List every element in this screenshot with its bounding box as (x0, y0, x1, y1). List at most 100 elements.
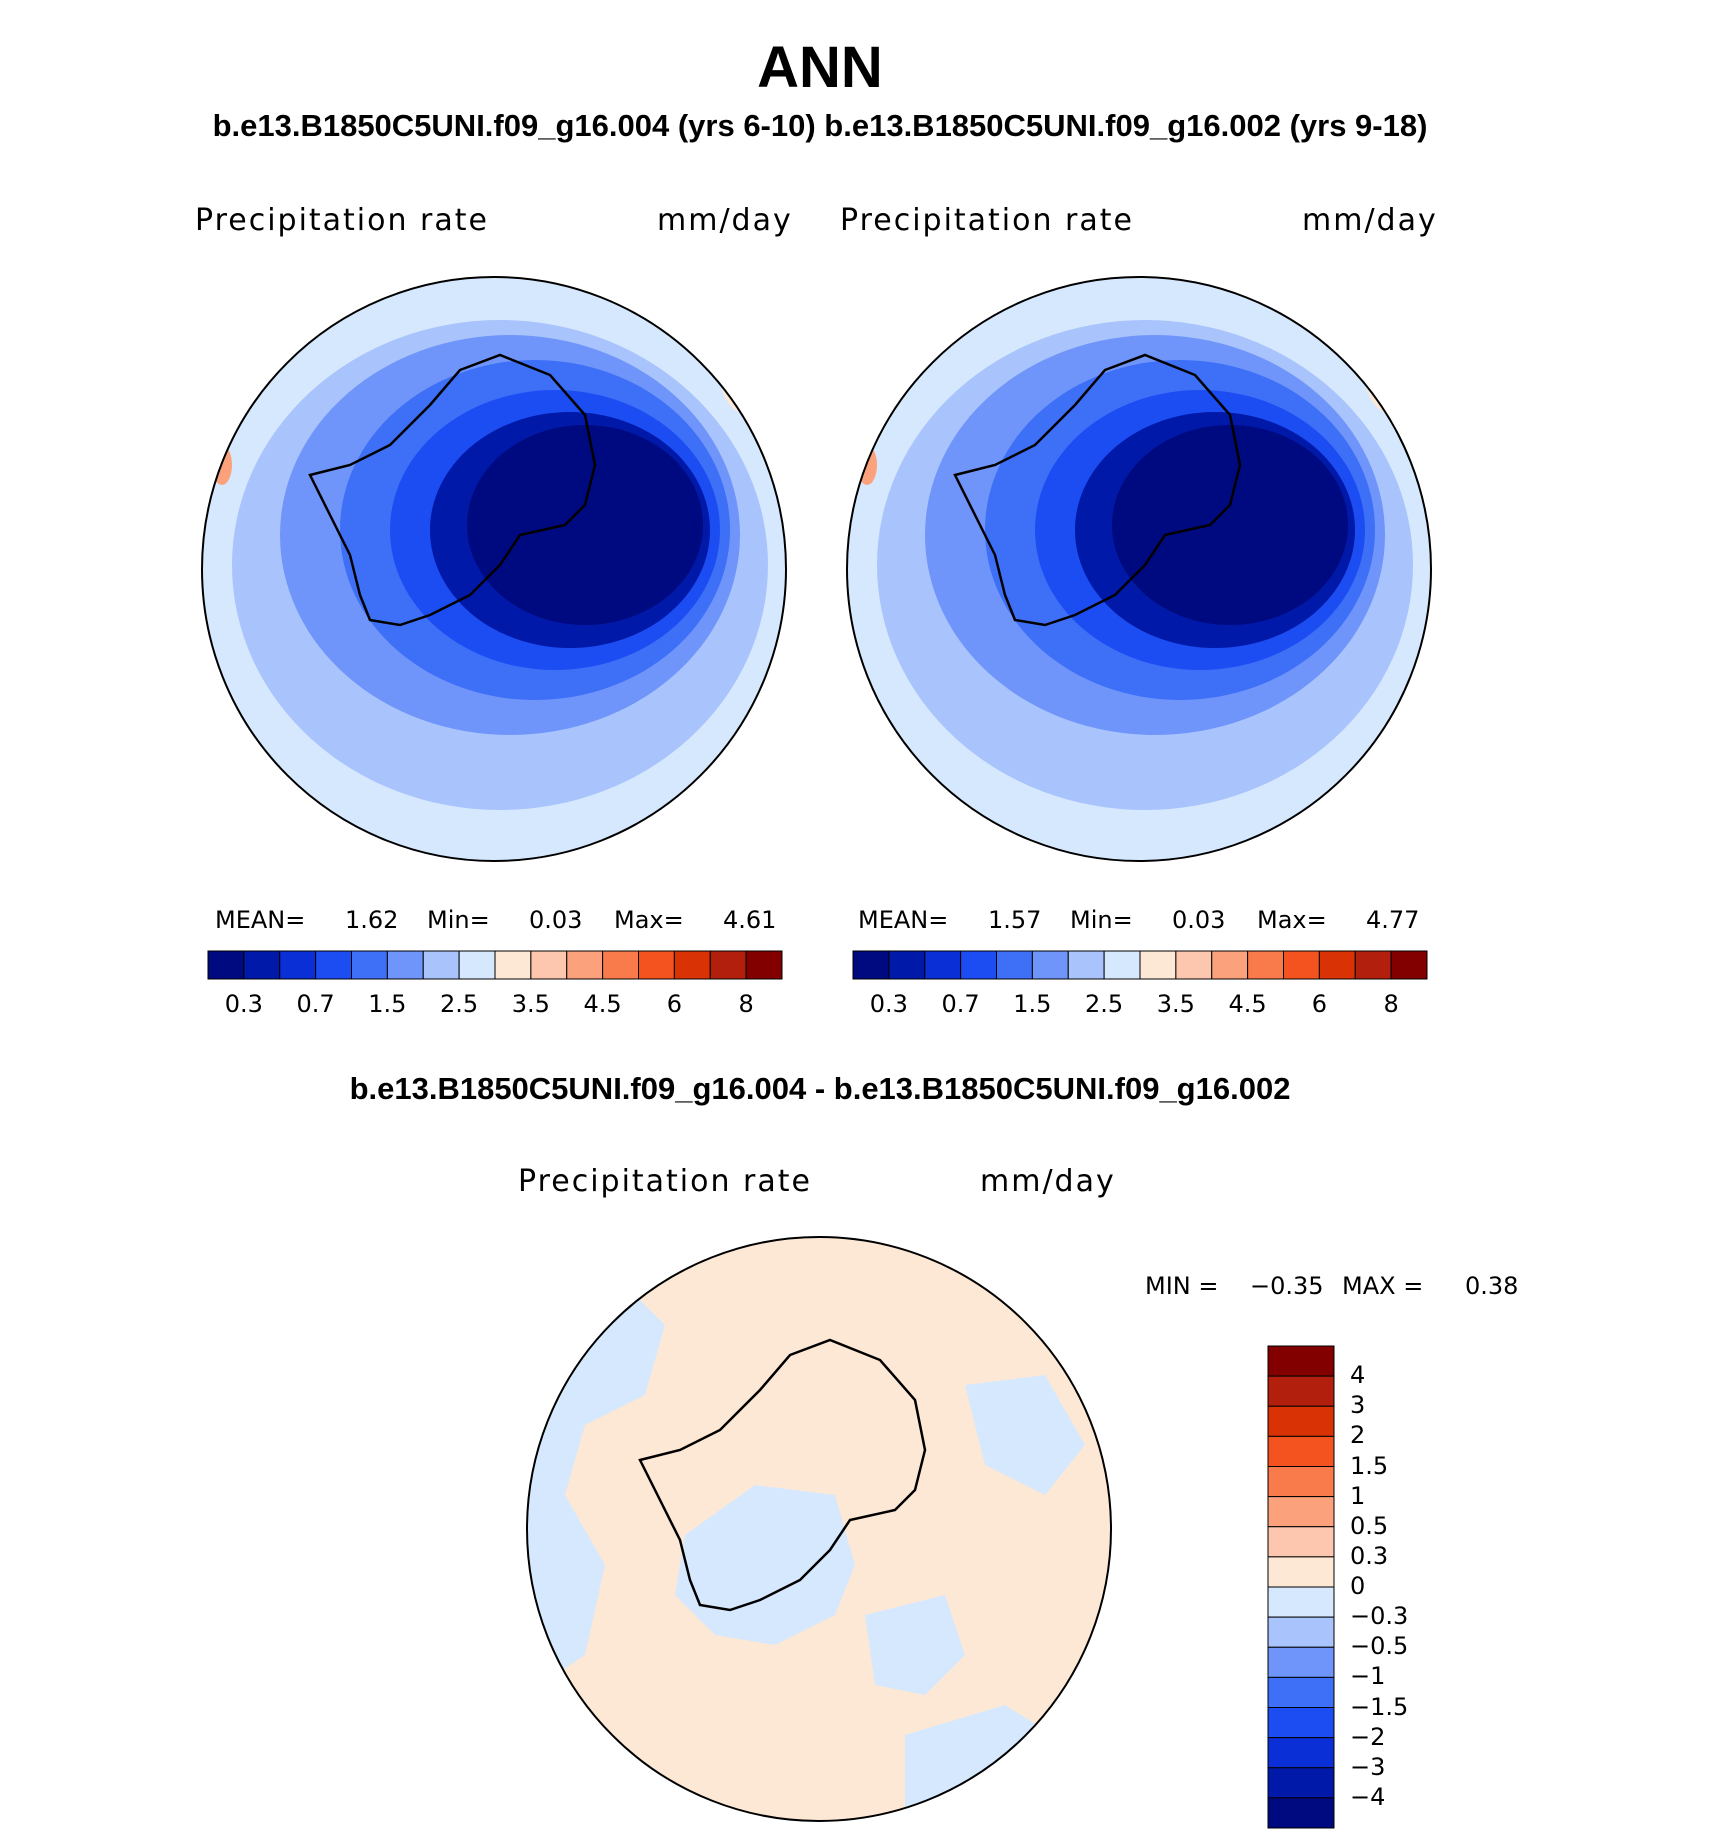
panel1-colorbar-swatch (566, 950, 604, 980)
difference-colorbar-swatch (1267, 1466, 1335, 1498)
panel2-colorbar-swatch (1139, 950, 1177, 980)
panel2-min-value: 0.03 (1172, 906, 1226, 934)
difference-colorbar-swatch (1267, 1676, 1335, 1708)
difference-colorbar-swatch (1267, 1435, 1335, 1467)
panel2-colorbar-tick-label: 6 (1311, 990, 1328, 1018)
panel1-colorbar-swatch (709, 950, 747, 980)
panel1-colorbar-tick-label: 0.7 (296, 990, 335, 1018)
difference-colorbar-swatch (1267, 1767, 1335, 1799)
panel1-min-label: Min= (427, 906, 490, 934)
difference-colorbar-swatch (1267, 1405, 1335, 1437)
panel1-colorbar (207, 950, 783, 980)
panel2-colorbar-swatch (1247, 950, 1284, 980)
panel1-colorbar-tick-label: 4.5 (583, 990, 622, 1018)
difference-colorbar-tick-label: 0.3 (1350, 1541, 1389, 1570)
difference-colorbar-swatch (1267, 1586, 1335, 1618)
difference-colorbar-swatch (1267, 1345, 1335, 1377)
panel2-colorbar (852, 950, 1428, 980)
panel1-colorbar-swatch (458, 950, 496, 980)
difference-colorbar-tick-label: −2 (1350, 1722, 1386, 1751)
difference-colorbar-tick-label: 4 (1350, 1361, 1366, 1390)
diff-max-label: MAX = (1342, 1272, 1424, 1300)
difference-colorbar-tick-label: 1.5 (1350, 1451, 1389, 1480)
panel1-max-value: 4.61 (723, 906, 777, 934)
difference-colorbar-swatch (1267, 1707, 1335, 1739)
difference-colorbar-tick-label: 2 (1350, 1421, 1366, 1450)
panel2-max-value: 4.77 (1366, 906, 1420, 934)
panel1-colorbar-swatch (673, 950, 711, 980)
difference-colorbar (1267, 1345, 1335, 1829)
panel1-colorbar-tick-label: 8 (738, 990, 754, 1018)
panel1-max-label: Max= (614, 906, 684, 934)
panel1-colorbar-swatch (602, 950, 639, 980)
difference-colorbar-swatch (1267, 1526, 1335, 1558)
difference-colorbar-swatch (1267, 1496, 1335, 1528)
panel2-colorbar-swatch (1211, 950, 1249, 980)
panel2-colorbar-swatch (852, 950, 890, 980)
difference-colorbar-ticks: 4 3 2 1.5 1 0.5 0.3 0 −0.3 −0.5 −1 −1.5 −2 −3 −4 (1350, 1346, 1470, 1830)
diff-field-label: Precipitation rate (518, 1164, 812, 1199)
panel2-mean-label: MEAN= (858, 906, 949, 934)
difference-colorbar-tick-label: −1.5 (1350, 1692, 1409, 1721)
panel1-mean-value: 1.62 (345, 906, 399, 934)
panel1-colorbar-swatch (243, 950, 281, 980)
panel1-colorbar-swatch (638, 950, 675, 980)
difference-colorbar-swatch (1267, 1797, 1335, 1829)
difference-colorbar-tick-label: 0 (1350, 1572, 1366, 1600)
panel1-colorbar-swatch (351, 950, 388, 980)
panel2-colorbar-tick-label: 3.5 (1156, 990, 1195, 1018)
panel1-min-value: 0.03 (529, 906, 583, 934)
panel1-colorbar-swatch (494, 950, 532, 980)
panel2-colorbar-swatch (1283, 950, 1320, 980)
panel1-colorbar-swatch (315, 950, 352, 980)
diff-max-value: 0.38 (1465, 1272, 1519, 1300)
diff-units-label: mm/day (980, 1164, 1116, 1199)
panel2-colorbar-swatch (1354, 950, 1392, 980)
difference-colorbar-tick-label: 1 (1350, 1481, 1366, 1510)
panel1-colorbar-tick-label: 3.5 (511, 990, 550, 1018)
panel2-colorbar-swatch (1390, 950, 1428, 980)
difference-colorbar-tick-label: 0.5 (1350, 1511, 1389, 1540)
panel1-colorbar-tick-label: 1.5 (368, 990, 407, 1018)
panel2-colorbar-tick-label: 0.3 (869, 990, 908, 1018)
difference-map (526, 1236, 1112, 1822)
panel2-colorbar-swatch (960, 950, 997, 980)
difference-colorbar-tick-label: −0.5 (1350, 1632, 1409, 1661)
panel2-units-label: mm/day (1302, 203, 1438, 238)
panel2-colorbar-tick-label: 0.7 (941, 990, 980, 1018)
panel1-colorbar-swatch (386, 950, 424, 980)
difference-colorbar-tick-label: −1 (1350, 1662, 1386, 1691)
panel1-colorbar-tick-label: 2.5 (440, 990, 479, 1018)
diff-min-label: MIN = (1145, 1272, 1219, 1300)
panel2-colorbar-tick-label: 1.5 (1013, 990, 1052, 1018)
panel2-map (846, 276, 1432, 862)
panel2-colorbar-swatch (1103, 950, 1141, 980)
panel1-colorbar-swatch (530, 950, 568, 980)
panel1-colorbar-ticks: 0.3 0.7 1.5 2.5 3.5 4.5 6 8 (208, 990, 782, 1020)
panel2-colorbar-ticks: 0.3 0.7 1.5 2.5 3.5 4.5 6 8 (853, 990, 1427, 1020)
panel2-colorbar-swatch (1067, 950, 1105, 980)
panel2-colorbar-swatch (1031, 950, 1069, 980)
difference-colorbar-tick-label: −4 (1350, 1782, 1386, 1811)
panel2-field-label: Precipitation rate (840, 203, 1134, 238)
difference-colorbar-tick-label: −3 (1350, 1752, 1386, 1781)
difference-colorbar-swatch (1267, 1556, 1335, 1588)
panel2-colorbar-tick-label: 2.5 (1085, 990, 1124, 1018)
panel2-colorbar-swatch (1175, 950, 1213, 980)
panel2-min-label: Min= (1070, 906, 1133, 934)
panel2-colorbar-swatch (924, 950, 962, 980)
difference-subtitle: b.e13.B1850C5UNI.f09_g16.004 - b.e13.B18… (349, 1071, 1291, 1106)
panel1-colorbar-swatch (745, 950, 783, 980)
panel2-colorbar-tick-label: 8 (1383, 990, 1399, 1018)
panel1-map (201, 276, 787, 862)
panel1-colorbar-tick-label: 0.3 (224, 990, 263, 1018)
panel1-field-label: Precipitation rate (195, 203, 489, 238)
panel2-colorbar-swatch (996, 950, 1033, 980)
panel2-colorbar-tick-label: 4.5 (1228, 990, 1267, 1018)
page-title: ANN (757, 35, 883, 100)
difference-colorbar-swatch (1267, 1646, 1335, 1678)
diff-min-value: −0.35 (1250, 1272, 1324, 1300)
panel1-colorbar-swatch (422, 950, 460, 980)
difference-colorbar-tick-label: −0.3 (1350, 1602, 1409, 1631)
case-subtitle: b.e13.B1850C5UNI.f09_g16.004 (yrs 6-10) … (212, 108, 1428, 143)
